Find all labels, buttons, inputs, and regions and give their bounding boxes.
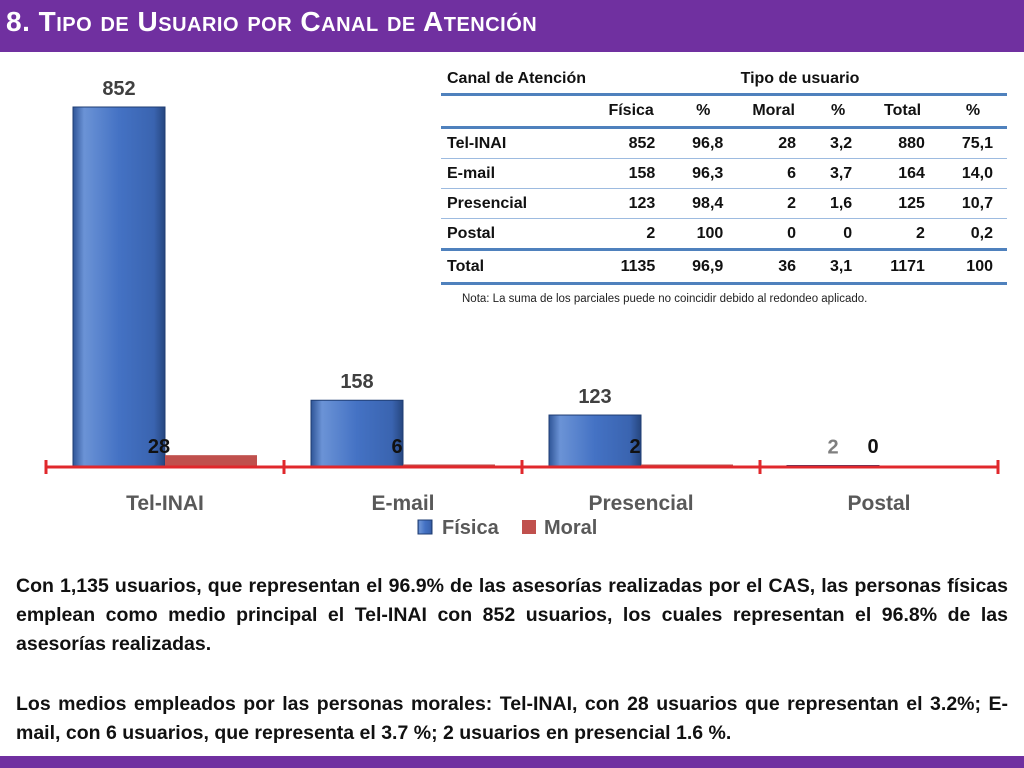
col-header: Física [593,94,670,129]
total-cell: 96,9 [669,249,738,285]
data-label-moral: 2 [629,436,640,458]
header-group: Tipo de usuario [593,64,1007,96]
total-cell: 1171 [866,249,939,285]
table-cell: 123 [593,188,670,219]
table-cell: 6 [737,158,810,189]
table-row: Tel-INAI 852 96,8 28 3,2 880 75,1 [441,127,1007,159]
table-cell: 0 [810,218,867,251]
x-axis: Tel-INAI E-mail Presencial Postal [44,460,1000,515]
row-label: Postal [441,218,593,251]
total-cell: 3,1 [810,249,867,285]
data-label-fisica: 852 [102,78,135,100]
table-cell: 100 [669,218,738,251]
table-cell: 96,8 [669,127,738,159]
row-label: E-mail [441,158,593,189]
data-label-fisica: 2 [827,437,838,459]
bar-moral-telinai [165,455,257,467]
col-header: % [938,94,1007,129]
table-cell: 3,7 [810,158,867,189]
total-label: Total [441,249,593,285]
legend-label-fisica: Física [442,517,500,539]
table-header-row: Canal de Atención Tipo de usuario [441,64,1007,96]
col-header: % [669,94,738,129]
data-label-moral: 0 [867,436,878,458]
table-cell: 3,2 [810,127,867,159]
legend-swatch-moral [522,520,536,534]
data-table: Canal de Atención Tipo de usuario Física… [441,64,1007,285]
header-channel: Canal de Atención [441,64,593,96]
table-cell: 2 [866,218,939,251]
total-cell: 1135 [593,249,670,285]
total-cell: 100 [938,249,1007,285]
legend: Física Moral [417,517,597,539]
col-header: Total [866,94,939,129]
summary-paragraph: Los medios empleados por las personas mo… [16,693,1008,744]
table-cell: 28 [737,127,810,159]
table-cell: 880 [866,127,939,159]
row-label: Presencial [441,188,593,219]
table-note: Nota: La suma de los parciales puede no … [462,293,868,305]
x-tick-label: Postal [847,492,910,515]
data-label-fisica: 123 [578,386,611,408]
total-cell: 36 [737,249,810,285]
legend-swatch-fisica [417,519,433,535]
table-cell: 2 [593,218,670,251]
title-bar: 8. Tipo de Usuario por Canal de Atención [0,0,1024,52]
col-header: % [810,94,867,129]
table-subheader-row: Física % Moral % Total % [441,94,1007,129]
table-cell: 1,6 [810,188,867,219]
table-cell: 14,0 [938,158,1007,189]
table-row: E-mail 158 96,3 6 3,7 164 14,0 [441,158,1007,189]
table-cell: 0,2 [938,218,1007,251]
table-cell: 98,4 [669,188,738,219]
data-label-moral: 28 [148,436,170,458]
table-cell: 0 [737,218,810,251]
bar-fisica-telinai [72,106,166,468]
col-header: Moral [737,94,810,129]
table-cell: 158 [593,158,670,189]
table-cell: 10,7 [938,188,1007,219]
legend-label-moral: Moral [544,517,597,539]
row-label: Tel-INAI [441,127,593,159]
table-row: Presencial 123 98,4 2 1,6 125 10,7 [441,188,1007,219]
bar-fisica-presencial [548,414,642,468]
x-tick-label: Tel-INAI [126,492,204,515]
table-total-row: Total 1135 96,9 36 3,1 1171 100 [441,249,1007,285]
x-tick-label: Presencial [588,492,693,515]
table-cell: 852 [593,127,670,159]
table-cell: 125 [866,188,939,219]
bottom-bar [0,756,1024,768]
table-cell: 96,3 [669,158,738,189]
bar-fisica-email [310,399,404,468]
table-cell: 164 [866,158,939,189]
summary-paragraph: Con 1,135 usuarios, que representan el 9… [16,575,1008,655]
data-label-moral: 6 [391,436,402,458]
table-cell: 75,1 [938,127,1007,159]
data-label-fisica: 158 [340,371,373,393]
table-cell: 2 [737,188,810,219]
table-row: Postal 2 100 0 0 2 0,2 [441,218,1007,251]
x-tick-label: E-mail [371,492,434,515]
page-title: 8. Tipo de Usuario por Canal de Atención [6,6,538,37]
